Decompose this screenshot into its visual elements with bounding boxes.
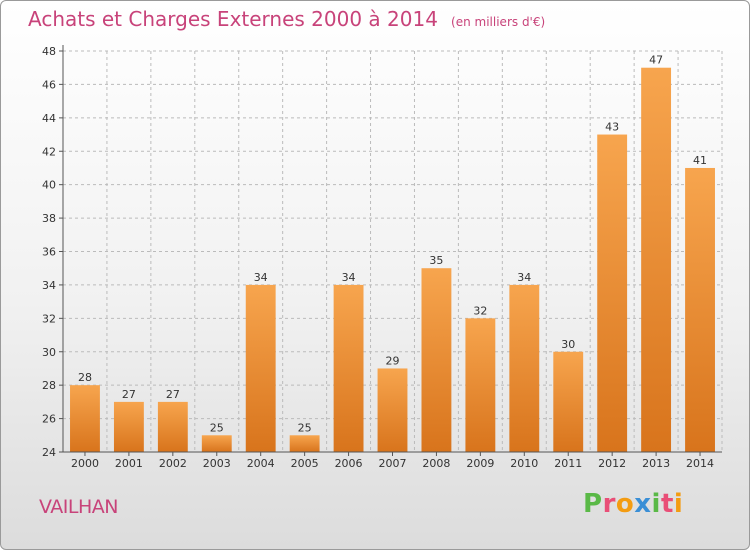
x-tick-label: 2014 bbox=[686, 457, 714, 470]
bar bbox=[597, 134, 628, 452]
x-tick-label: 2010 bbox=[510, 457, 538, 470]
bar bbox=[70, 385, 100, 452]
x-tick-label: 2002 bbox=[159, 457, 187, 470]
y-tick-label: 42 bbox=[42, 145, 56, 158]
logo-letter: i bbox=[673, 489, 684, 519]
bar bbox=[465, 318, 496, 452]
x-tick-label: 2003 bbox=[203, 457, 231, 470]
data-label: 32 bbox=[473, 304, 487, 317]
logo-letter: i bbox=[651, 489, 661, 519]
y-tick-label: 34 bbox=[42, 279, 56, 292]
data-label: 28 bbox=[78, 371, 92, 384]
y-tick-label: 36 bbox=[42, 246, 56, 259]
y-tick-label: 46 bbox=[42, 78, 56, 91]
x-tick-label: 2007 bbox=[379, 457, 407, 470]
bar bbox=[377, 368, 408, 452]
bar bbox=[113, 401, 144, 452]
y-tick-label: 30 bbox=[42, 346, 56, 359]
x-tick-label: 2000 bbox=[71, 457, 99, 470]
data-label: 34 bbox=[342, 271, 356, 284]
logo-letter: o bbox=[615, 489, 635, 519]
data-label: 35 bbox=[429, 254, 443, 267]
logo-letter: x bbox=[634, 489, 652, 519]
y-tick-label: 32 bbox=[42, 312, 56, 325]
bar bbox=[245, 284, 276, 452]
title-row: Achats et Charges Externes 2000 à 2014 (… bbox=[28, 7, 545, 31]
bar bbox=[157, 401, 188, 452]
logo-letter: t bbox=[660, 489, 674, 519]
data-label: 34 bbox=[517, 271, 531, 284]
x-tick-label: 2008 bbox=[422, 457, 450, 470]
x-tick-label: 2004 bbox=[247, 457, 275, 470]
x-tick-label: 2005 bbox=[291, 457, 319, 470]
y-tick-label: 48 bbox=[42, 45, 56, 58]
data-label: 30 bbox=[561, 338, 575, 351]
chart-unit-label: (en milliers d'€) bbox=[451, 15, 546, 29]
data-label: 25 bbox=[298, 421, 312, 434]
data-label: 34 bbox=[254, 271, 268, 284]
x-tick-label: 2013 bbox=[642, 457, 670, 470]
data-label: 27 bbox=[166, 388, 180, 401]
x-tick-label: 2001 bbox=[115, 457, 143, 470]
y-tick-label: 44 bbox=[42, 112, 56, 125]
data-label: 43 bbox=[605, 121, 619, 134]
bar bbox=[201, 435, 232, 452]
data-label: 29 bbox=[386, 354, 400, 367]
data-label: 27 bbox=[122, 388, 136, 401]
data-label: 47 bbox=[649, 54, 663, 67]
y-tick-label: 24 bbox=[42, 446, 56, 459]
bar bbox=[509, 284, 540, 452]
y-tick-label: 40 bbox=[42, 179, 56, 192]
data-label: 41 bbox=[693, 154, 707, 167]
x-tick-label: 2006 bbox=[335, 457, 363, 470]
commune-name: VAILHAN bbox=[39, 496, 118, 518]
bar bbox=[641, 67, 672, 452]
logo-letter: P bbox=[583, 489, 603, 519]
y-tick-label: 38 bbox=[42, 212, 56, 225]
logo-letter: r bbox=[602, 489, 616, 519]
x-tick-label: 2011 bbox=[554, 457, 582, 470]
bar bbox=[685, 167, 715, 453]
bar bbox=[333, 284, 364, 452]
x-tick-label: 2012 bbox=[598, 457, 626, 470]
x-tick-label: 2009 bbox=[466, 457, 494, 470]
y-tick-label: 26 bbox=[42, 413, 56, 426]
chart-title: Achats et Charges Externes 2000 à 2014 bbox=[28, 7, 438, 31]
data-label: 25 bbox=[210, 421, 224, 434]
proxiti-logo: Proxiti bbox=[583, 489, 683, 519]
y-tick-label: 28 bbox=[42, 379, 56, 392]
bar bbox=[553, 351, 584, 452]
bar bbox=[421, 268, 452, 452]
bar bbox=[289, 435, 320, 452]
